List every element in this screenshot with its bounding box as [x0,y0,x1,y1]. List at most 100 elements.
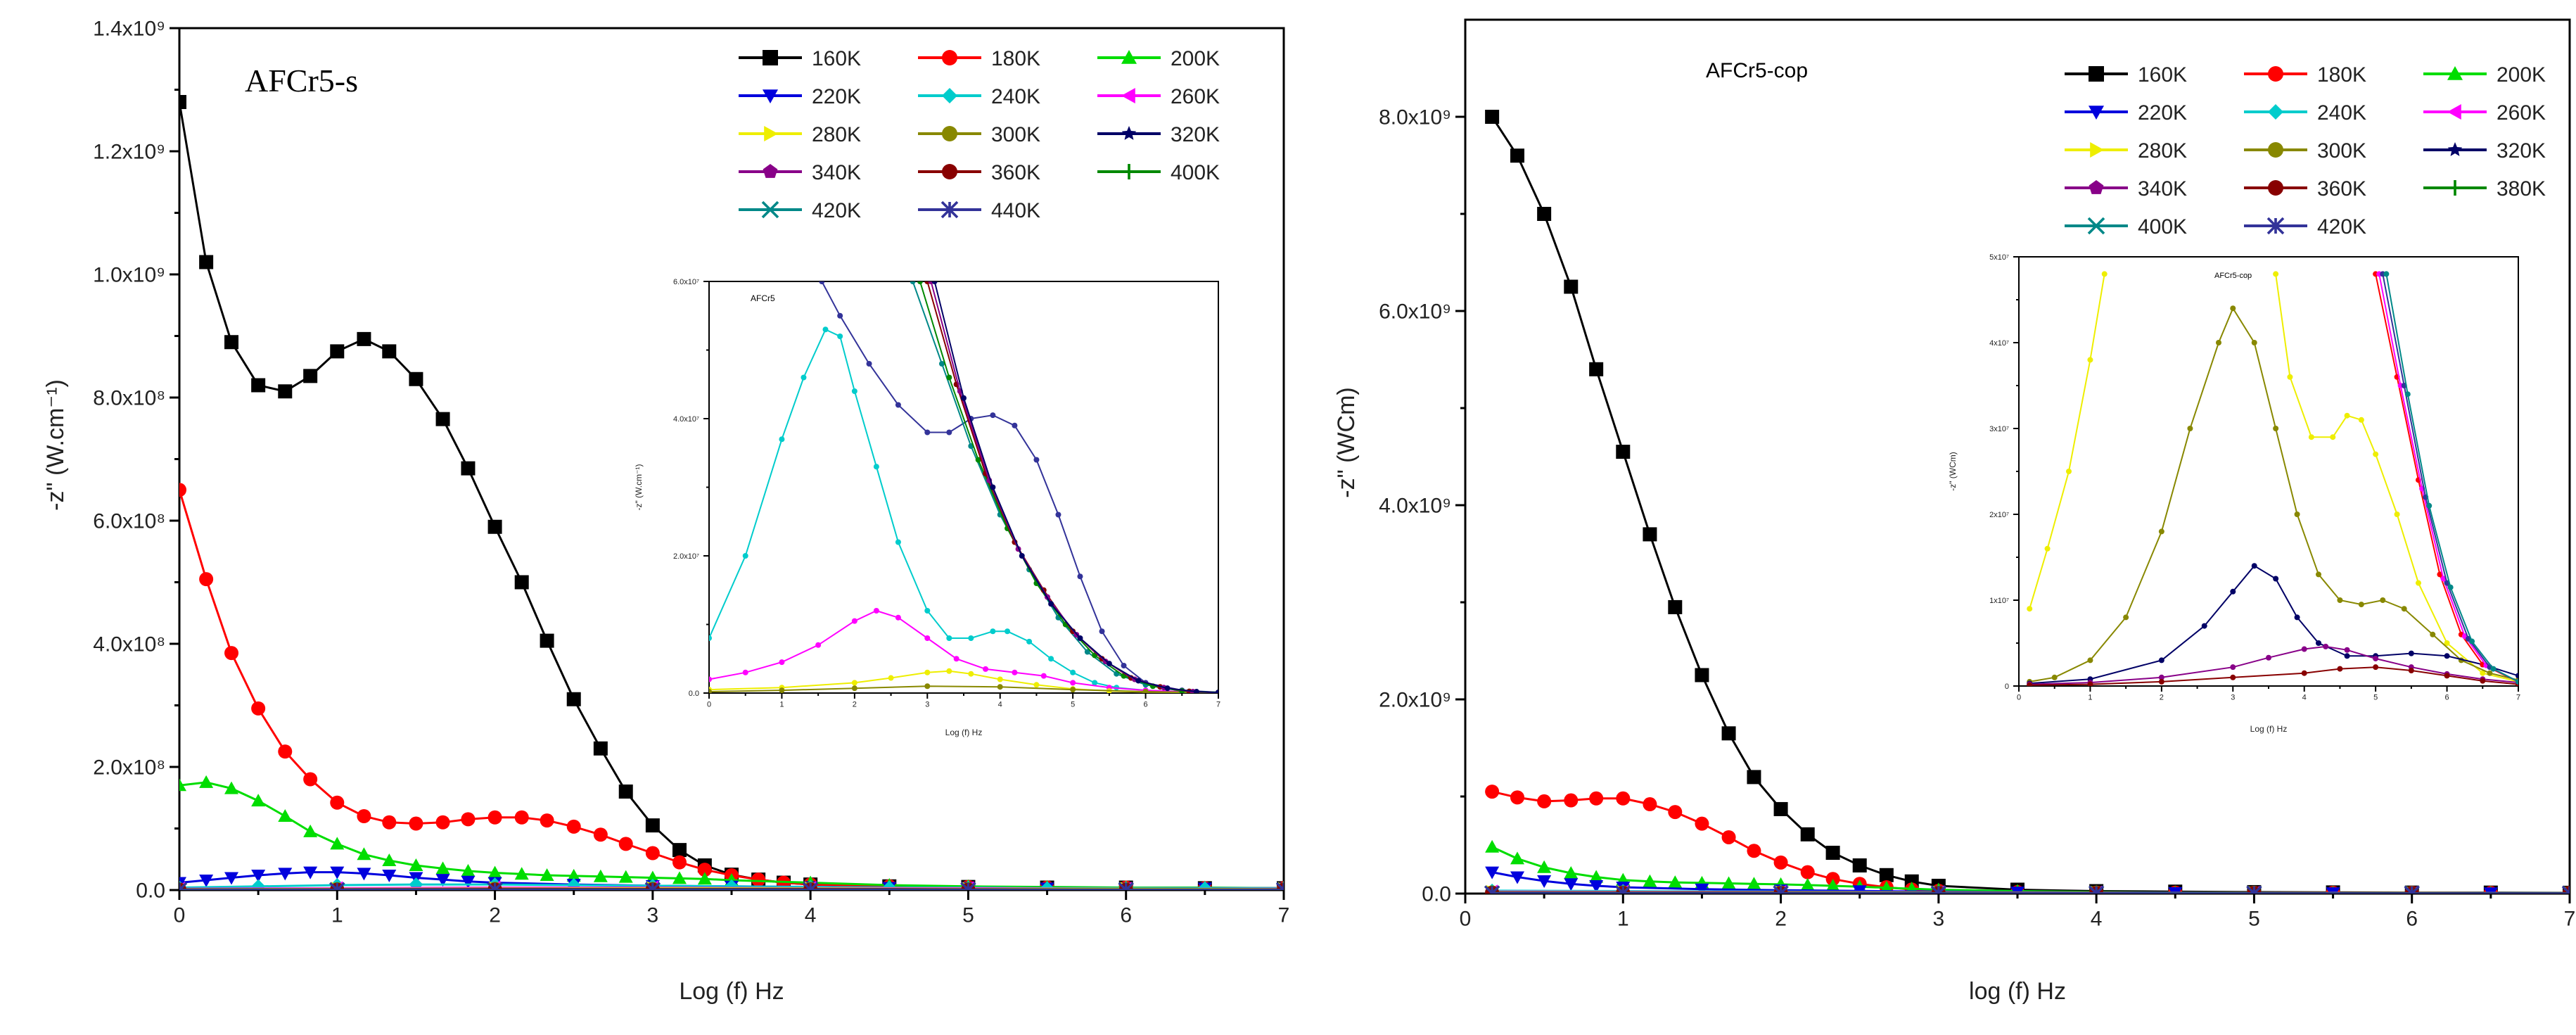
left-series-160k-point [330,344,345,359]
right-legend-item-220k: 220K [2065,101,2187,125]
left-legend-label: 360K [991,161,1040,184]
left-series-440k-point [329,882,345,890]
right-inset-plot: 0 1 2 3 4 5 6 7 0 1x10⁷ 2x10⁷ 3x10⁷ 4x10⁷ 5x10⁷ Log (f… [1948,253,2520,734]
left-series-160k-point [357,331,371,346]
left-inset-series-280k-point [888,675,894,681]
left-inset-series-440k-point [866,361,872,367]
right-legend-item-380k: 380K [2423,177,2546,201]
left-series-240k-point [251,879,266,890]
right-series-180k-point [1589,791,1604,806]
right-series-160k-point [1589,362,1604,376]
left-inset-series-300k-point [851,685,857,692]
left-inset-y-tick-label: 6.0x10⁷ [673,278,699,286]
right-series-220k-point [1510,871,1525,884]
left-series-layer [179,95,1284,890]
right-inset-series-280k-point [2273,271,2279,277]
left-series-220k-point [278,868,293,881]
right-legend-label: 280K [2138,139,2187,163]
left-inset-series-260k-point [1070,680,1076,686]
left-series-180k-point [461,812,476,827]
right-series-180k-point [1800,865,1815,880]
right-inset-series-360k-point [2158,678,2164,685]
left-inset-series-420k-point [1084,649,1090,655]
right-series-200k-point [1485,839,1500,853]
left-series-200k-point [672,871,687,884]
right-legend-marker [2268,142,2283,158]
left-inset-series-240k-point [1092,680,1098,686]
right-series-200k-point [1800,877,1815,891]
right-series-160k-point [1537,207,1552,221]
right-inset-series-300k-point [2316,571,2321,578]
right-inset-series-300k-point [2380,597,2386,603]
left-series-180k-point [224,646,239,661]
right-legend-marker [2268,66,2283,82]
left-legend-item-420k: 420K [739,199,861,222]
left-legend-item-300k: 300K [918,123,1040,146]
left-series-220k-point [435,874,450,887]
right-series-200k-point [1537,860,1552,873]
right-legend-label: 360K [2317,177,2366,201]
left-inset-x-axis-label: Log (f) Hz [945,728,983,737]
right-y-tick-label: 6.0x10⁹ [1379,300,1451,324]
right-inset-x-tick-label: 0 [2017,694,2021,702]
right-legend-item-260k: 260K [2423,101,2546,125]
left-legend-item-240k: 240K [918,85,1040,108]
right-inset-series-360k-point [2337,666,2343,672]
left-chart-title: AFCr5-s [245,63,358,99]
left-inset-series-440k-point [1121,663,1127,668]
right-legend-label: 380K [2497,177,2546,201]
right-legend-marker [2090,142,2104,158]
left-legend-marker [763,50,778,65]
left-inset-series-400k-point [946,374,952,381]
left-inset-series-440k-point [819,281,825,284]
right-legend-label: 220K [2138,101,2187,125]
right-inset-series-400k-point [2469,638,2475,645]
right-series-160k-point [1668,599,1683,614]
right-legend-label: 320K [2497,139,2546,163]
left-inset-series-320k-point [1019,553,1025,559]
left-legend-item-360k: 360K [918,161,1040,184]
left-series-180k-point [540,813,554,828]
left-series-200k-point [179,778,186,792]
left-legend-marker [1121,126,1137,140]
right-inset-series-300k-point [2087,657,2093,663]
right-series-220k-point [1564,878,1579,891]
left-inset-series-240k-point [837,334,843,339]
right-series-160k-point [1773,801,1788,816]
left-series-440k-point [1275,882,1284,890]
left-inset-series-260k-point [924,635,931,641]
left-inset-series-240k-point [1026,638,1033,645]
right-legend-item-400k: 400K [2065,215,2187,239]
right-series-200k-point [1721,876,1736,889]
right-series-160k-point [1643,527,1657,542]
left-inset-series-240k-point [779,436,785,443]
left-inset-x-tick-label: 1 [779,701,784,709]
left-inset-series-320k-point [1106,661,1112,667]
left-inset-series-260k-point [895,614,901,621]
right-series-180k-point [1643,797,1657,812]
right-legend-item-160k: 160K [2065,63,2187,87]
right-series-220k-point [1485,866,1500,880]
right-legend-item-360k: 360K [2244,177,2366,201]
left-series-180k-point [330,795,345,810]
right-legend-marker [2089,66,2104,82]
left-inset-series-280k-point [997,676,1003,682]
left-series-160k-point [199,255,214,269]
left-series-200k-point [303,824,318,837]
right-series-420k-point [2561,885,2570,894]
left-series-160k-point [251,378,266,393]
right-inset-chart-title: AFCr5-cop [2214,272,2252,280]
right-inset-series-340k-point [2266,654,2271,661]
left-inset-x-tick-label: 3 [925,701,929,709]
right-y-tick-label: 4.0x10⁹ [1379,495,1451,518]
left-series-160k-point [461,461,476,476]
right-series-420k-point [2404,885,2420,894]
left-series-160k-point [303,369,318,383]
right-inset-series-400k-point [2490,666,2497,672]
right-inset-series-300k-point [2123,614,2129,621]
left-inset-plot: 0 1 2 3 4 5 6 7 0.0 2.0x10⁷ 4.0x10⁷ 6.0x10⁷ Log (f) … [634,278,1220,737]
left-inset-series-240k-point [801,374,807,381]
right-inset-series-280k-point [2027,606,2033,612]
right-inset-series-300k-line [2029,307,2518,682]
right-legend-label: 200K [2497,63,2546,87]
